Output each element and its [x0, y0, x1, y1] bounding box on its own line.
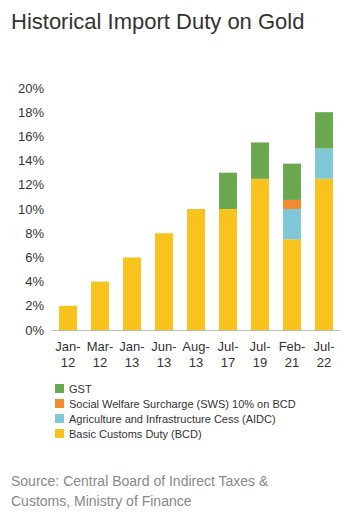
svg-text:Mar-: Mar-: [87, 339, 114, 354]
svg-text:12: 12: [61, 355, 75, 370]
svg-text:2%: 2%: [25, 298, 44, 313]
svg-text:Jun-: Jun-: [151, 339, 176, 354]
svg-text:6%: 6%: [25, 250, 44, 265]
svg-text:Agriculture and Infrastructure: Agriculture and Infrastructure Cess (AID…: [69, 413, 276, 425]
svg-text:Social Welfare Surcharge (SWS): Social Welfare Surcharge (SWS) 10% on BC…: [69, 398, 296, 410]
svg-text:Jul-: Jul-: [218, 339, 239, 354]
svg-text:20%: 20%: [18, 81, 44, 96]
svg-text:Customs, Ministry of Finance: Customs, Ministry of Finance: [11, 493, 192, 509]
svg-text:Source: Central Board of Indir: Source: Central Board of Indirect Taxes …: [11, 473, 272, 489]
svg-text:13: 13: [157, 355, 171, 370]
svg-text:22: 22: [317, 355, 331, 370]
svg-text:17: 17: [221, 355, 235, 370]
svg-text:14%: 14%: [18, 153, 44, 168]
svg-text:0%: 0%: [25, 323, 44, 338]
svg-text:Aug-: Aug-: [182, 339, 209, 354]
svg-text:Basic Customs Duty (BCD): Basic Customs Duty (BCD): [69, 428, 202, 440]
svg-text:8%: 8%: [25, 226, 44, 241]
svg-text:13: 13: [189, 355, 203, 370]
svg-text:12: 12: [93, 355, 107, 370]
svg-text:Jan-: Jan-: [55, 339, 80, 354]
svg-text:Historical Import Duty on Gold: Historical Import Duty on Gold: [11, 9, 304, 34]
svg-text:13: 13: [125, 355, 139, 370]
svg-text:19: 19: [253, 355, 267, 370]
svg-text:16%: 16%: [18, 129, 44, 144]
svg-text:Jan-: Jan-: [119, 339, 144, 354]
svg-text:4%: 4%: [25, 274, 44, 289]
svg-text:18%: 18%: [18, 105, 44, 120]
svg-text:Feb-: Feb-: [279, 339, 306, 354]
svg-text:Jul-: Jul-: [250, 339, 271, 354]
svg-text:Jul-: Jul-: [314, 339, 335, 354]
svg-text:12%: 12%: [18, 177, 44, 192]
svg-text:10%: 10%: [18, 202, 44, 217]
svg-text:21: 21: [285, 355, 299, 370]
svg-text:GST: GST: [69, 383, 92, 395]
